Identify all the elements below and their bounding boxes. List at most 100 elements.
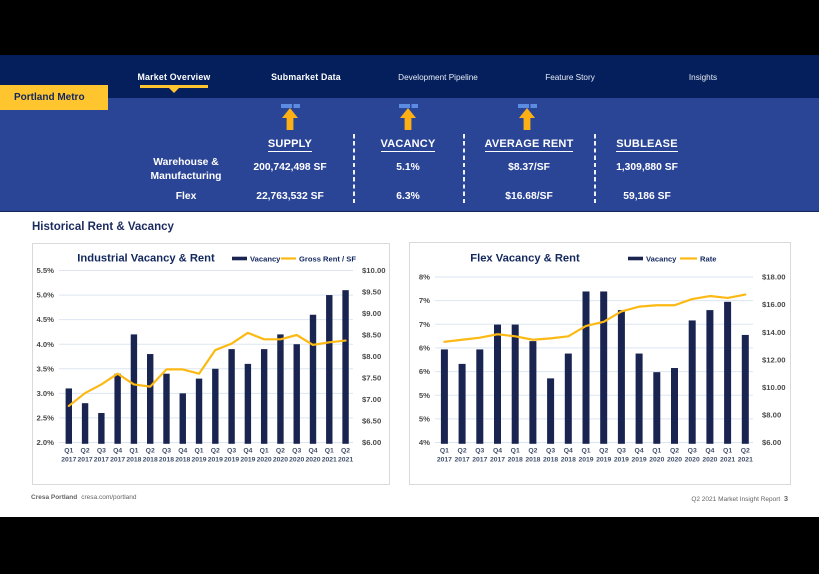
svg-text:2018: 2018 bbox=[525, 457, 540, 464]
svg-text:Q2: Q2 bbox=[81, 447, 90, 454]
svg-text:Vacancy: Vacancy bbox=[646, 254, 677, 263]
svg-text:2021: 2021 bbox=[720, 457, 735, 464]
svg-text:Q3: Q3 bbox=[162, 447, 171, 454]
svg-text:2021: 2021 bbox=[322, 457, 337, 464]
svg-text:$6.00: $6.00 bbox=[362, 438, 381, 447]
svg-text:2018: 2018 bbox=[561, 457, 576, 464]
svg-text:$9.00: $9.00 bbox=[362, 309, 381, 318]
svg-text:5%: 5% bbox=[419, 414, 430, 423]
svg-text:Q3: Q3 bbox=[475, 447, 484, 454]
svg-text:Q4: Q4 bbox=[493, 447, 502, 454]
svg-text:$8.00: $8.00 bbox=[762, 411, 781, 420]
svg-text:Q1: Q1 bbox=[195, 447, 204, 454]
svg-text:2017: 2017 bbox=[110, 457, 125, 464]
svg-text:Q2: Q2 bbox=[458, 447, 467, 454]
svg-text:2019: 2019 bbox=[614, 457, 629, 464]
svg-text:Q3: Q3 bbox=[688, 447, 697, 454]
svg-text:Q1: Q1 bbox=[325, 447, 334, 454]
svg-text:2020: 2020 bbox=[305, 457, 320, 464]
svg-text:4.0%: 4.0% bbox=[36, 340, 54, 349]
svg-text:Industrial Vacancy & Rent: Industrial Vacancy & Rent bbox=[77, 253, 215, 265]
svg-text:2019: 2019 bbox=[578, 457, 593, 464]
svg-text:Q4: Q4 bbox=[113, 447, 122, 454]
svg-text:2019: 2019 bbox=[632, 457, 647, 464]
svg-text:Q3: Q3 bbox=[227, 447, 236, 454]
svg-text:Q2: Q2 bbox=[211, 447, 220, 454]
svg-text:Flex Vacancy & Rent: Flex Vacancy & Rent bbox=[470, 253, 580, 265]
svg-text:2019: 2019 bbox=[240, 457, 255, 464]
svg-text:2018: 2018 bbox=[543, 457, 558, 464]
svg-text:2017: 2017 bbox=[94, 457, 109, 464]
svg-text:Q1: Q1 bbox=[129, 447, 138, 454]
svg-text:Q4: Q4 bbox=[243, 447, 252, 454]
svg-text:2017: 2017 bbox=[61, 457, 76, 464]
svg-text:Q3: Q3 bbox=[546, 447, 555, 454]
svg-text:2021: 2021 bbox=[738, 457, 753, 464]
svg-text:$12.00: $12.00 bbox=[762, 355, 786, 364]
svg-text:Q2: Q2 bbox=[599, 447, 608, 454]
svg-text:4.5%: 4.5% bbox=[36, 315, 54, 324]
svg-text:Q4: Q4 bbox=[705, 447, 714, 454]
svg-text:2018: 2018 bbox=[159, 457, 174, 464]
svg-text:Q1: Q1 bbox=[260, 447, 269, 454]
svg-text:2018: 2018 bbox=[143, 457, 158, 464]
svg-text:2018: 2018 bbox=[508, 457, 523, 464]
svg-text:$14.00: $14.00 bbox=[762, 328, 786, 337]
svg-text:2017: 2017 bbox=[437, 457, 452, 464]
svg-text:5.5%: 5.5% bbox=[36, 266, 54, 275]
svg-text:Q1: Q1 bbox=[64, 447, 73, 454]
svg-text:7%: 7% bbox=[419, 320, 430, 329]
svg-text:5.0%: 5.0% bbox=[36, 291, 54, 300]
svg-text:6%: 6% bbox=[419, 367, 430, 376]
svg-text:2019: 2019 bbox=[596, 457, 611, 464]
svg-text:6%: 6% bbox=[419, 344, 430, 353]
svg-text:2.0%: 2.0% bbox=[36, 438, 54, 447]
svg-text:2019: 2019 bbox=[224, 457, 239, 464]
svg-text:Q4: Q4 bbox=[635, 447, 644, 454]
svg-text:2017: 2017 bbox=[455, 457, 470, 464]
svg-text:Q3: Q3 bbox=[97, 447, 106, 454]
svg-text:7%: 7% bbox=[419, 296, 430, 305]
svg-text:2019: 2019 bbox=[208, 457, 223, 464]
svg-text:Q1: Q1 bbox=[581, 447, 590, 454]
svg-text:$10.00: $10.00 bbox=[362, 266, 386, 275]
svg-text:Q3: Q3 bbox=[617, 447, 626, 454]
svg-text:Vacancy: Vacancy bbox=[250, 254, 281, 263]
svg-text:Gross Rent / SF: Gross Rent / SF bbox=[299, 254, 356, 263]
svg-text:8%: 8% bbox=[419, 273, 430, 282]
svg-text:$10.00: $10.00 bbox=[762, 383, 786, 392]
svg-text:2.5%: 2.5% bbox=[36, 414, 54, 423]
svg-text:2017: 2017 bbox=[490, 457, 505, 464]
svg-text:2017: 2017 bbox=[472, 457, 487, 464]
svg-text:$9.50: $9.50 bbox=[362, 288, 381, 297]
svg-text:2020: 2020 bbox=[649, 457, 664, 464]
svg-text:2019: 2019 bbox=[191, 457, 206, 464]
svg-text:2020: 2020 bbox=[702, 457, 717, 464]
svg-text:Q1: Q1 bbox=[723, 447, 732, 454]
svg-text:5%: 5% bbox=[419, 391, 430, 400]
svg-text:4%: 4% bbox=[419, 438, 430, 447]
svg-text:2017: 2017 bbox=[78, 457, 93, 464]
svg-text:Q4: Q4 bbox=[564, 447, 573, 454]
svg-text:Q1: Q1 bbox=[652, 447, 661, 454]
svg-text:Q1: Q1 bbox=[511, 447, 520, 454]
svg-text:2020: 2020 bbox=[667, 457, 682, 464]
svg-text:Q1: Q1 bbox=[440, 447, 449, 454]
svg-text:3.5%: 3.5% bbox=[36, 364, 54, 373]
svg-text:$6.50: $6.50 bbox=[362, 417, 381, 426]
svg-text:2021: 2021 bbox=[338, 457, 353, 464]
svg-text:Q2: Q2 bbox=[146, 447, 155, 454]
svg-text:$7.00: $7.00 bbox=[362, 395, 381, 404]
svg-text:Q4: Q4 bbox=[178, 447, 187, 454]
svg-text:2018: 2018 bbox=[126, 457, 141, 464]
svg-text:2020: 2020 bbox=[685, 457, 700, 464]
svg-text:$16.00: $16.00 bbox=[762, 300, 786, 309]
svg-text:Q2: Q2 bbox=[670, 447, 679, 454]
svg-text:$8.00: $8.00 bbox=[362, 352, 381, 361]
svg-text:$18.00: $18.00 bbox=[762, 273, 786, 282]
svg-text:Rate: Rate bbox=[700, 254, 716, 263]
svg-text:2020: 2020 bbox=[273, 457, 288, 464]
svg-text:Q2: Q2 bbox=[741, 447, 750, 454]
svg-text:2020: 2020 bbox=[257, 457, 272, 464]
svg-text:2018: 2018 bbox=[175, 457, 190, 464]
